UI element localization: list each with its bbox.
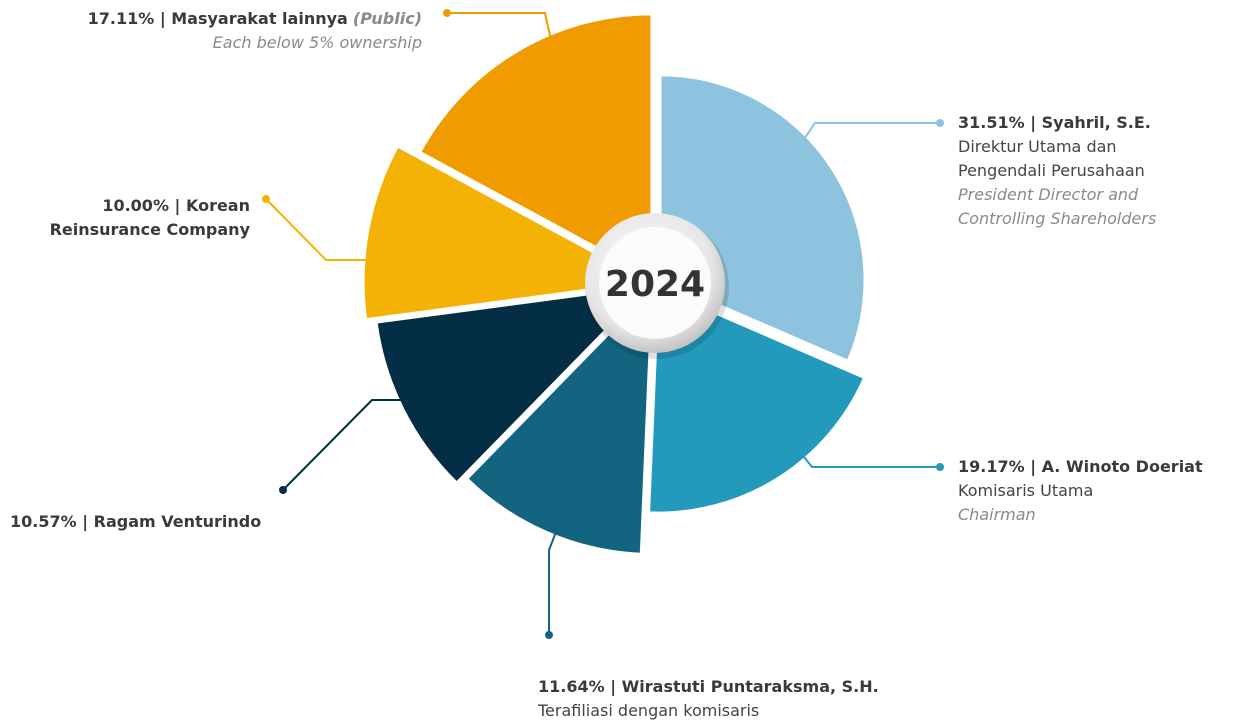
label-line: Direktur Utama dan <box>958 137 1117 156</box>
slice-label: 10.00% | Korean Reinsurance Company <box>10 194 250 242</box>
label-heading: 31.51% | Syahril, S.E. <box>958 111 1156 135</box>
label-heading: 17.11% | Masyarakat lainnya (Public) <box>10 7 422 31</box>
label-name: 10.00% | Korean Reinsurance Company <box>49 196 250 239</box>
pie-slice <box>647 285 867 515</box>
label-name: 17.11% | Masyarakat lainnya <box>87 9 348 28</box>
leader-dot <box>936 119 944 127</box>
center-label: 2024 <box>605 264 705 305</box>
leader-line <box>447 12 558 69</box>
label-name: 31.51% | Syahril, S.E. <box>958 113 1151 132</box>
leader-line <box>799 451 940 468</box>
leader-line <box>548 531 557 635</box>
label-line: Terafiliasi dengan komisaris <box>538 701 760 720</box>
leader-dot <box>279 486 287 494</box>
label-suffix: (Public) <box>352 9 422 28</box>
pie-slice <box>417 12 654 281</box>
label-heading: 11.64% | Wirastuti Puntaraksma, S.H. <box>538 675 879 699</box>
label-name: 11.64% | Wirastuti Puntaraksma, S.H. <box>538 677 879 696</box>
pie-slice <box>361 143 654 322</box>
slice-label: 19.17% | A. Winoto Doeriat Komisaris Utam… <box>958 455 1203 527</box>
label-heading: 19.17% | A. Winoto Doeriat <box>958 455 1203 479</box>
leader-dot <box>443 9 451 17</box>
leader-line <box>265 198 372 261</box>
label-heading: 10.57% | Ragam Venturindo <box>10 510 261 534</box>
label-italic: Each below 5% ownership <box>10 31 422 55</box>
label-name: 19.17% | A. Winoto Doeriat <box>958 457 1203 476</box>
pie-slice <box>464 284 655 556</box>
label-italic-text: Chairman <box>958 505 1036 524</box>
leader-line <box>799 122 940 146</box>
slice-label: 11.64% | Wirastuti Puntaraksma, S.H. Tera… <box>538 675 879 725</box>
label-italic: President Director and <box>958 183 1156 207</box>
leader-line <box>282 399 402 491</box>
leader-dot <box>545 631 553 639</box>
label-name: 10.57% | Ragam Venturindo <box>10 512 262 531</box>
slice-label: 17.11% | Masyarakat lainnya (Public) Each… <box>10 7 422 55</box>
label-italic-text: Controlling Shareholders <box>958 209 1157 228</box>
label-line: Komisaris Utama <box>958 481 1094 500</box>
center-inner <box>599 227 711 339</box>
label-line: Pengendali Perusahaan <box>958 161 1145 180</box>
leader-dot <box>262 195 270 203</box>
pie-slice <box>374 283 654 486</box>
label-italic: Chairman <box>958 503 1203 527</box>
label-italic-text: Each below 5% ownership <box>212 33 422 52</box>
slice-label: 31.51% | Syahril, S.E. Direktur Utama dan… <box>958 111 1156 231</box>
label-heading: 10.00% | Korean Reinsurance Company <box>10 194 250 242</box>
label-italic: Controlling Shareholders <box>958 207 1156 231</box>
slice-label: 10.57% | Ragam Venturindo <box>10 510 261 534</box>
label-italic-text: President Director and <box>958 185 1139 204</box>
leader-dot <box>936 463 944 471</box>
